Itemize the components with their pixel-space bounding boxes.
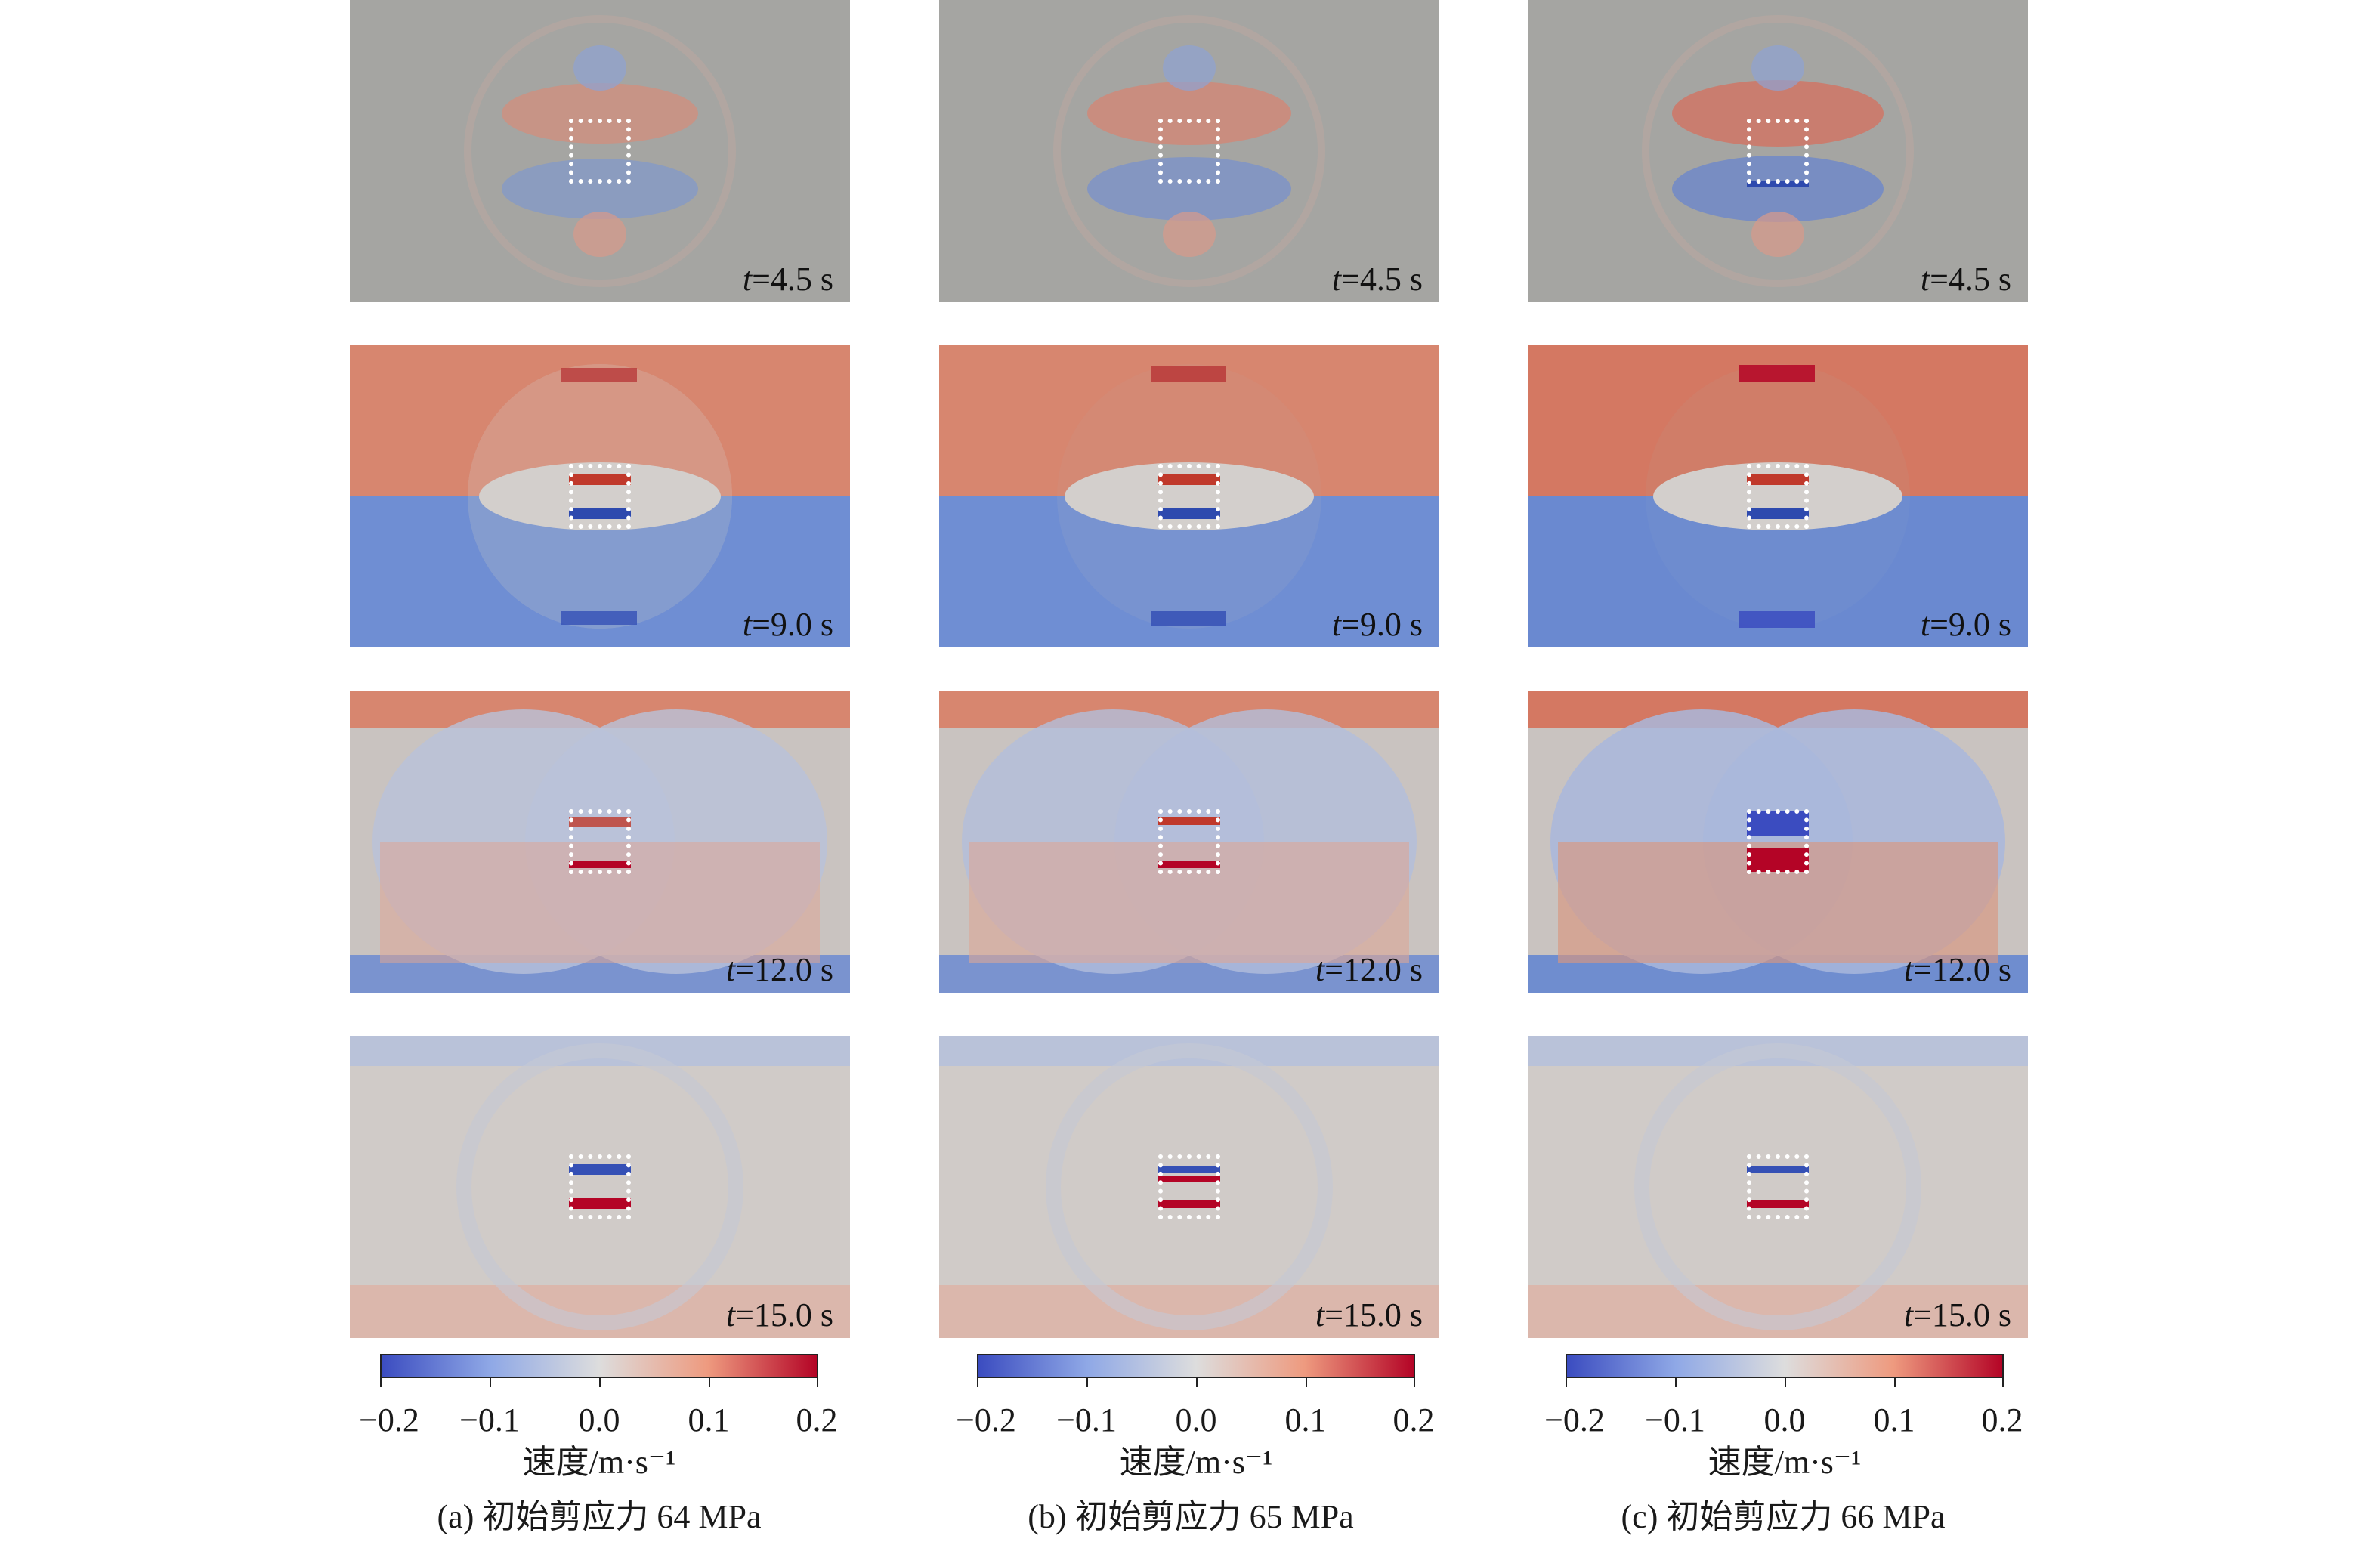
time-label: t=4.5 s xyxy=(1331,261,1423,298)
region-box xyxy=(1158,809,1220,874)
colorbar-tick-label: 0.2 xyxy=(796,1401,838,1438)
colorbar-tick xyxy=(1306,1378,1307,1387)
time-label: t=4.5 s xyxy=(742,261,833,298)
time-label: t=9.0 s xyxy=(1331,606,1423,643)
time-label: t=4.5 s xyxy=(1920,261,2011,298)
colorbar-tick xyxy=(1894,1378,1896,1387)
time-label: t=9.0 s xyxy=(1920,606,2011,643)
panel-b-1: t=4.5 s xyxy=(939,0,1439,302)
colorbar-tick-label: −0.2 xyxy=(956,1401,1016,1438)
colorbar-tick-label: 0.1 xyxy=(1284,1401,1327,1438)
subfigure-caption: (c) 初始剪应力 66 MPa xyxy=(1621,1498,1946,1535)
field-plot xyxy=(939,691,1439,993)
subfigure-caption: (a) 初始剪应力 64 MPa xyxy=(437,1498,762,1535)
colorbar-tick-label: 0.0 xyxy=(1763,1401,1806,1438)
colorbar-tick-label: −0.1 xyxy=(1056,1401,1117,1438)
colorbar-tick xyxy=(977,1378,978,1387)
region-box xyxy=(569,464,631,529)
colorbar-tick-label: −0.2 xyxy=(1544,1401,1605,1438)
colorbar-tick-label: 0.1 xyxy=(688,1401,730,1438)
field-plot xyxy=(350,0,850,302)
region-box xyxy=(1747,119,1809,184)
colorbar-tick xyxy=(1785,1378,1786,1387)
time-label: t=9.0 s xyxy=(742,606,833,643)
field-plot xyxy=(939,345,1439,647)
colorbar xyxy=(1566,1354,2004,1378)
field-plot xyxy=(1528,691,2028,993)
time-label: t=12.0 s xyxy=(1903,951,2011,988)
colorbar-tick-label: 0.2 xyxy=(1981,1401,2023,1438)
field-plot xyxy=(939,1036,1439,1338)
colorbar-tick xyxy=(817,1378,818,1387)
colorbar-tick-label: −0.1 xyxy=(1645,1401,1705,1438)
colorbar-tick xyxy=(1414,1378,1415,1387)
panel-a-3: t=12.0 s xyxy=(350,691,850,993)
colorbar-title: 速度/m·s⁻¹ xyxy=(1119,1444,1273,1481)
colorbar-tick-label: −0.2 xyxy=(359,1401,419,1438)
region-box xyxy=(1747,464,1809,529)
field-plot xyxy=(1528,1036,2028,1338)
field-plot xyxy=(939,0,1439,302)
colorbar-tick-label: 0.2 xyxy=(1392,1401,1435,1438)
colorbar-tick xyxy=(1196,1378,1198,1387)
colorbar-tick xyxy=(599,1378,601,1387)
panel-b-3: t=12.0 s xyxy=(939,691,1439,993)
region-box xyxy=(1747,809,1809,874)
subfigure-caption: (b) 初始剪应力 65 MPa xyxy=(1028,1498,1354,1535)
field-plot xyxy=(350,691,850,993)
panel-c-3: t=12.0 s xyxy=(1528,691,2028,993)
colorbar xyxy=(380,1354,818,1378)
panel-a-4: t=15.0 s xyxy=(350,1036,850,1338)
region-box xyxy=(1747,1154,1809,1219)
region-box xyxy=(1158,119,1220,184)
panel-b-4: t=15.0 s xyxy=(939,1036,1439,1338)
colorbar-title: 速度/m·s⁻¹ xyxy=(1708,1444,1862,1481)
colorbar-tick xyxy=(1675,1378,1677,1387)
colorbar-tick-label: −0.1 xyxy=(459,1401,520,1438)
time-label: t=15.0 s xyxy=(1315,1296,1423,1333)
time-label: t=15.0 s xyxy=(725,1296,833,1333)
field-plot xyxy=(350,1036,850,1338)
region-box xyxy=(569,809,631,874)
time-label: t=15.0 s xyxy=(1903,1296,2011,1333)
panel-b-2: t=9.0 s xyxy=(939,345,1439,647)
colorbar-title: 速度/m·s⁻¹ xyxy=(522,1444,676,1481)
colorbar-tick xyxy=(1086,1378,1088,1387)
region-box xyxy=(1158,1154,1220,1219)
panel-c-2: t=9.0 s xyxy=(1528,345,2028,647)
colorbar-tick-label: 0.0 xyxy=(578,1401,620,1438)
region-box xyxy=(569,119,631,184)
field-plot xyxy=(350,345,850,647)
time-label: t=12.0 s xyxy=(725,951,833,988)
panel-a-1: t=4.5 s xyxy=(350,0,850,302)
time-label: t=12.0 s xyxy=(1315,951,1423,988)
colorbar-tick-label: 0.0 xyxy=(1175,1401,1217,1438)
colorbar-tick xyxy=(2002,1378,2004,1387)
colorbar-tick xyxy=(380,1378,382,1387)
colorbar-tick xyxy=(709,1378,710,1387)
colorbar xyxy=(977,1354,1415,1378)
region-box xyxy=(569,1154,631,1219)
panel-c-4: t=15.0 s xyxy=(1528,1036,2028,1338)
field-plot xyxy=(1528,0,2028,302)
colorbar-tick xyxy=(1566,1378,1567,1387)
field-plot xyxy=(1528,345,2028,647)
panel-c-1: t=4.5 s xyxy=(1528,0,2028,302)
colorbar-tick-label: 0.1 xyxy=(1873,1401,1915,1438)
region-box xyxy=(1158,464,1220,529)
colorbar-tick xyxy=(490,1378,491,1387)
panel-a-2: t=9.0 s xyxy=(350,345,850,647)
